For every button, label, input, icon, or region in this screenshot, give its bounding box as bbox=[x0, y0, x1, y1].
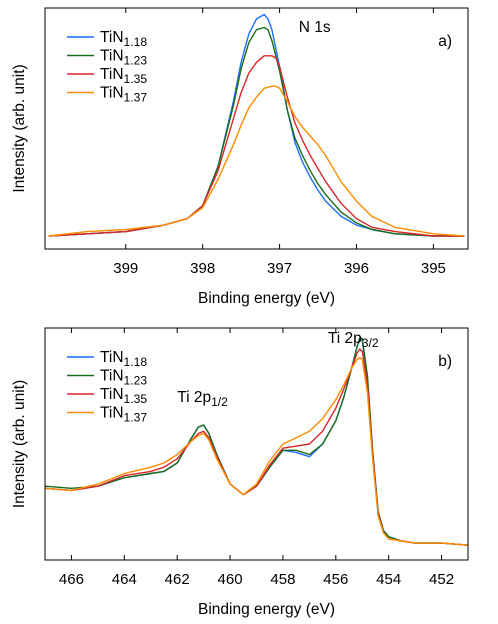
panel-label: a) bbox=[438, 33, 452, 50]
panel-a: 399 398 397 396 395 Binding energy (eV) Intens… bbox=[11, 7, 469, 307]
x-tick-label: 395 bbox=[421, 260, 446, 277]
x-tick-label: 454 bbox=[376, 571, 401, 588]
legend-entry: TiN1.23 bbox=[100, 368, 147, 388]
x-axis-label: Binding energy (eV) bbox=[198, 601, 335, 618]
peak-annotation: N 1s bbox=[299, 19, 331, 36]
panel-label: b) bbox=[438, 353, 452, 370]
x-tick-label: 396 bbox=[344, 260, 369, 277]
x-tick-label: 399 bbox=[113, 260, 138, 277]
legend-entry: TiN1.35 bbox=[100, 66, 147, 86]
legend-entry: TiN1.37 bbox=[100, 405, 147, 425]
series-line-tin-1-37 bbox=[48, 85, 465, 237]
x-tick-label: 456 bbox=[323, 571, 348, 588]
legend-entry: TiN1.18 bbox=[100, 29, 147, 49]
panel-b: 466 464 462 460 458 456 454 452 Binding energy (… bbox=[11, 327, 469, 618]
y-axis-label: Intensity (arb. unit) bbox=[11, 380, 28, 508]
x-tick-label: 464 bbox=[112, 571, 137, 588]
legend-entry: TiN1.35 bbox=[100, 386, 147, 406]
y-axis-label: Intensity (arb. unit) bbox=[11, 64, 28, 192]
x-tick-label: 466 bbox=[59, 571, 84, 588]
series-line-tin-1-37 bbox=[45, 356, 468, 546]
peak-annotation: Ti 2p3/2 bbox=[328, 330, 379, 350]
axes-frame bbox=[44, 327, 469, 561]
x-tick-label: 398 bbox=[190, 260, 215, 277]
x-tick-label: 458 bbox=[270, 571, 295, 588]
x-tick-label: 462 bbox=[165, 571, 190, 588]
legend-entry: TiN1.18 bbox=[100, 349, 147, 369]
legend-entry: TiN1.23 bbox=[100, 48, 147, 68]
axes-frame bbox=[44, 7, 469, 250]
plot-area bbox=[48, 13, 465, 237]
legend-entry: TiN1.37 bbox=[100, 85, 147, 105]
plot-area bbox=[45, 337, 468, 546]
x-tick-label: 397 bbox=[267, 260, 292, 277]
x-tick-label: 460 bbox=[218, 571, 243, 588]
x-tick-label: 452 bbox=[429, 571, 454, 588]
x-axis-label: Binding energy (eV) bbox=[198, 290, 335, 307]
peak-annotation: Ti 2p1/2 bbox=[177, 389, 228, 409]
